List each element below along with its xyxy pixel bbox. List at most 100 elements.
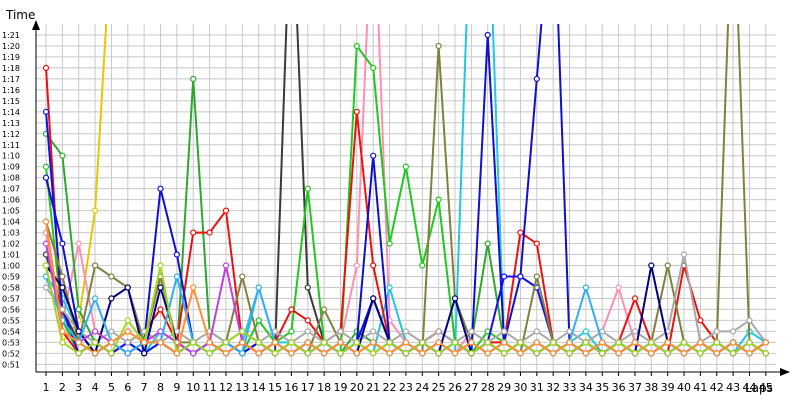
x-tick-label: 32 — [546, 381, 560, 394]
x-tick-label: 42 — [710, 381, 724, 394]
data-point — [729, 350, 737, 357]
data-point — [533, 273, 540, 280]
data-point — [386, 350, 393, 357]
data-point — [713, 328, 720, 335]
data-point — [75, 240, 82, 247]
series-lines — [42, 24, 769, 357]
data-point — [91, 350, 99, 357]
data-point — [157, 185, 164, 192]
data-point — [386, 339, 393, 346]
data-point — [190, 350, 197, 357]
data-point — [680, 251, 688, 258]
data-point — [435, 350, 442, 357]
data-point — [206, 350, 213, 357]
y-tick-label: 0:55 — [2, 316, 20, 325]
data-point — [190, 229, 197, 236]
x-tick-label: 13 — [235, 381, 249, 394]
y-tick-label: 1:10 — [2, 152, 20, 161]
data-point — [501, 273, 508, 280]
data-point — [501, 328, 508, 335]
data-point — [190, 75, 197, 83]
x-tick-labels: 1 2 3 4 5 6 7 8 9 10 11 12 13 14 15 16 17 18 19 20 21 22 23 24 2… — [43, 372, 773, 394]
y-tick-label: 1:07 — [2, 185, 20, 194]
x-tick-label: 6 — [124, 381, 131, 394]
axes — [32, 20, 790, 376]
data-point — [59, 273, 66, 280]
data-point — [517, 229, 524, 236]
data-point — [402, 339, 409, 346]
data-point — [321, 350, 328, 357]
data-point — [255, 339, 262, 346]
data-point — [239, 339, 246, 346]
y-tick-label: 1:06 — [2, 196, 20, 205]
data-point — [157, 284, 164, 291]
x-tick-label: 34 — [579, 381, 593, 394]
data-point — [599, 339, 606, 346]
y-tick-label: 1:03 — [2, 229, 20, 238]
data-point — [713, 339, 720, 346]
x-tick-label: 14 — [252, 381, 266, 394]
data-point — [141, 350, 148, 357]
data-point — [124, 350, 131, 357]
y-tick-label: 1:14 — [2, 108, 20, 117]
data-point — [173, 350, 180, 357]
x-tick-label: 20 — [350, 381, 364, 394]
data-point — [729, 328, 737, 335]
data-point — [59, 306, 66, 313]
x-tick-label: 18 — [317, 381, 331, 394]
data-point — [533, 339, 540, 346]
x-tick-label: 23 — [399, 381, 413, 394]
data-point — [42, 163, 50, 170]
y-tick-label: 1:20 — [2, 42, 20, 51]
x-tick-label: 7 — [141, 381, 148, 394]
data-point — [222, 350, 230, 357]
data-point — [484, 240, 491, 247]
data-point — [729, 339, 737, 346]
data-point — [451, 339, 459, 346]
y-tick-label: 1:08 — [2, 174, 20, 183]
x-tick-label: 28 — [481, 381, 495, 394]
data-point — [746, 339, 753, 346]
data-point — [304, 317, 311, 324]
data-point — [157, 339, 164, 346]
data-point — [713, 350, 720, 357]
data-point — [631, 328, 639, 335]
x-tick-label: 29 — [497, 381, 511, 394]
data-point — [517, 339, 524, 346]
data-point — [337, 350, 344, 357]
data-point — [435, 328, 442, 335]
data-point — [517, 350, 524, 357]
data-point — [108, 273, 115, 280]
data-point — [615, 284, 622, 291]
data-point — [271, 339, 279, 346]
y-tick-label: 0:53 — [2, 338, 20, 347]
y-tick-label: 1:13 — [2, 119, 20, 128]
data-point — [124, 328, 131, 335]
data-point — [190, 284, 197, 291]
data-point — [288, 328, 295, 335]
y-tick-label: 0:51 — [2, 360, 20, 369]
data-point — [108, 328, 115, 335]
x-tick-label: 9 — [173, 381, 180, 394]
data-point — [746, 350, 753, 357]
data-point — [566, 339, 573, 346]
data-point — [599, 350, 606, 357]
data-point — [353, 42, 360, 50]
data-point — [255, 284, 262, 291]
data-point — [402, 328, 409, 335]
data-point — [206, 339, 213, 346]
x-tick-label: 37 — [628, 381, 642, 394]
data-point — [206, 229, 213, 236]
data-point — [697, 350, 704, 357]
data-point — [370, 328, 377, 335]
data-point — [533, 328, 540, 335]
y-tick-label: 1:02 — [2, 240, 20, 249]
x-tick-label: 16 — [284, 381, 298, 394]
x-tick-label: 44 — [742, 381, 756, 394]
data-point — [664, 262, 671, 269]
x-tick-label: 19 — [333, 381, 347, 394]
data-point — [402, 163, 409, 170]
data-point — [370, 295, 377, 302]
x-tick-label: 40 — [677, 381, 691, 394]
data-point — [517, 273, 524, 280]
